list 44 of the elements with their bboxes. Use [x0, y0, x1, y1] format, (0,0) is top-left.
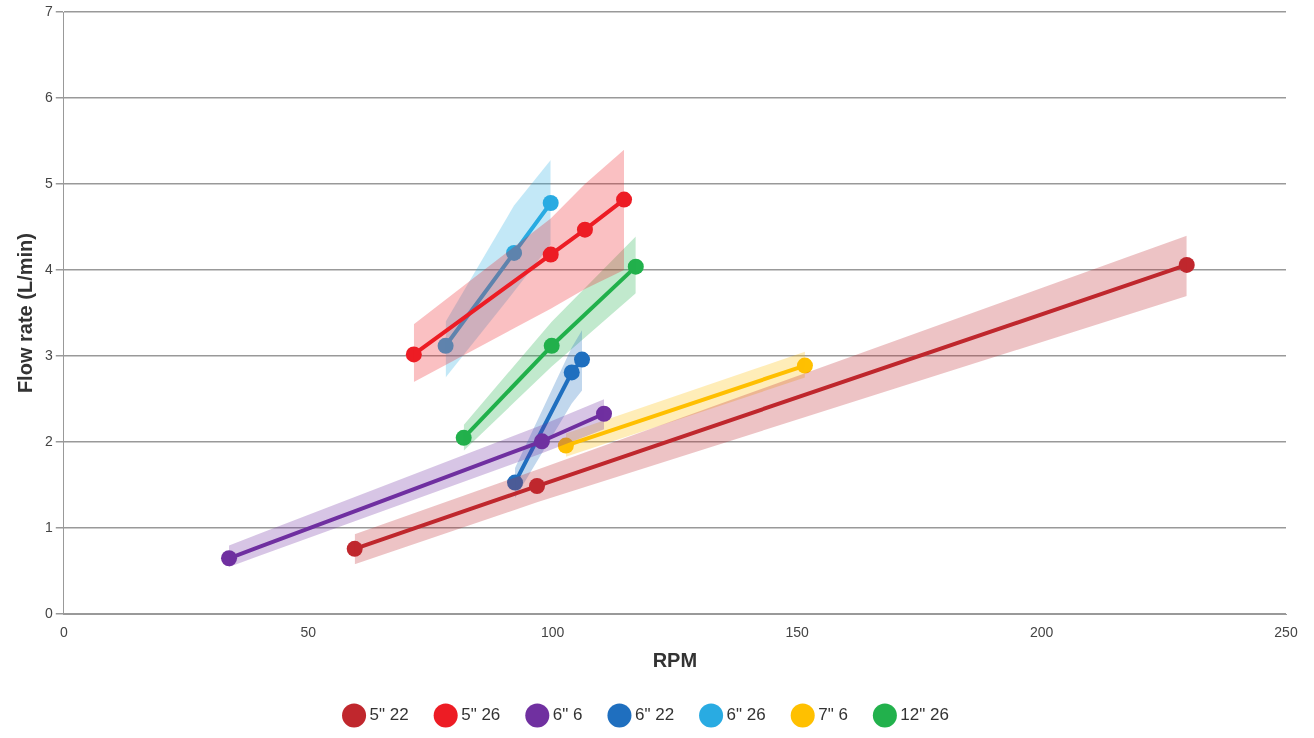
- legend-label: 6" 22: [634, 705, 675, 725]
- y-tick-label: 6: [44, 88, 53, 105]
- y-tick-label: 5: [44, 174, 53, 191]
- legend-label: 6" 6: [552, 705, 583, 725]
- point: [596, 405, 613, 422]
- point: [574, 351, 591, 368]
- point: [346, 540, 363, 557]
- x-tick-label: 150: [785, 624, 810, 641]
- x-tick-label: 250: [1274, 624, 1298, 641]
- point: [506, 244, 523, 261]
- point: [796, 357, 813, 374]
- point: [437, 337, 454, 354]
- point: [576, 221, 593, 238]
- x-tick-label: 50: [300, 624, 317, 641]
- point: [455, 429, 472, 446]
- point: [542, 194, 559, 211]
- y-axis-title: Flow rate (L/min): [13, 233, 36, 394]
- point: [616, 191, 633, 208]
- y-tick-label: 4: [44, 260, 53, 277]
- point: [221, 550, 238, 567]
- x-axis-title: RPM: [652, 648, 698, 671]
- point: [542, 246, 559, 263]
- point: [533, 433, 550, 450]
- legend-label: 12" 26: [900, 705, 949, 725]
- legend-label: 5" 22: [369, 705, 409, 725]
- point: [543, 337, 560, 354]
- x-tick-label: 100: [540, 624, 565, 641]
- legend-label: 6" 26: [726, 705, 766, 725]
- y-tick-label: 2: [44, 433, 53, 449]
- x-tick-label: 200: [1029, 624, 1054, 641]
- y-tick-label: 1: [44, 519, 53, 536]
- point: [507, 474, 524, 491]
- y-tick-label: 3: [44, 346, 53, 363]
- point: [529, 478, 546, 495]
- legend-label: 5" 26: [461, 705, 501, 725]
- x-tick-label: 0: [59, 624, 68, 641]
- legend-label: 7" 6: [818, 705, 848, 725]
- point: [1178, 256, 1195, 273]
- point: [627, 258, 644, 275]
- point: [557, 437, 574, 454]
- y-tick-label: 7: [44, 2, 53, 19]
- y-tick-label: 0: [44, 605, 53, 622]
- point: [405, 346, 422, 363]
- point: [563, 364, 580, 381]
